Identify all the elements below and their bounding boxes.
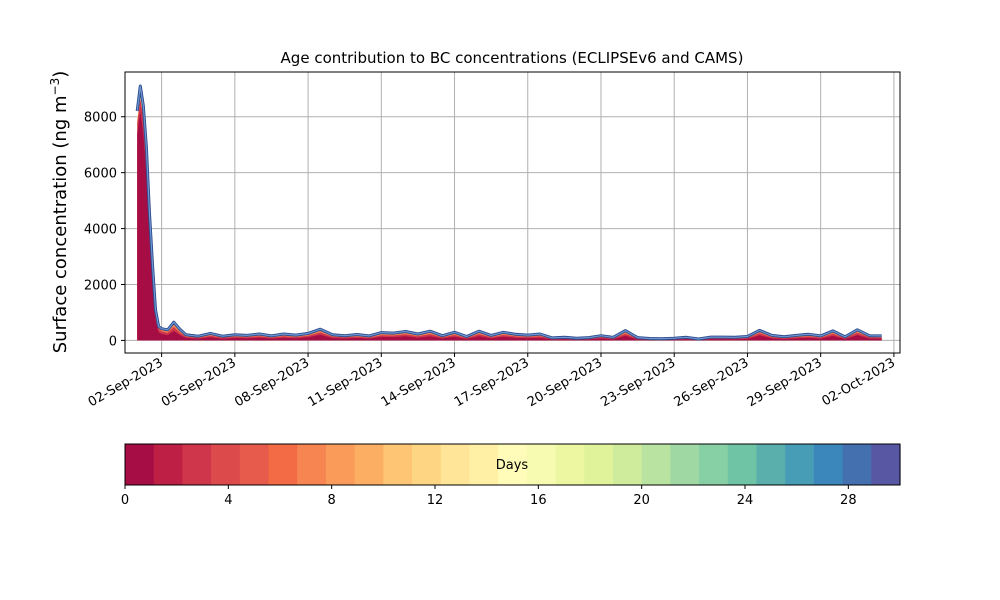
colorbar-swatch <box>871 444 901 485</box>
x-tick-label: 26-Sep-2023 <box>672 355 752 410</box>
area-age-8-plus-days <box>137 93 882 341</box>
colorbar-swatch <box>383 444 413 485</box>
colorbar-swatch <box>440 444 471 485</box>
colorbar-swatch <box>526 444 557 485</box>
colorbar-swatch <box>842 444 872 485</box>
chart-title: Age contribution to BC concentrations (E… <box>281 49 744 67</box>
colorbar-swatch <box>498 444 528 485</box>
x-tick-label: 17-Sep-2023 <box>452 355 532 410</box>
x-tick-label: 02-Sep-2023 <box>86 355 166 410</box>
gridlines <box>125 72 900 353</box>
colorbar-swatch <box>469 444 499 485</box>
colorbar-swatch <box>211 444 241 485</box>
colorbar-tick-label: 24 <box>737 493 754 508</box>
colorbar-tick-label: 0 <box>121 493 129 508</box>
x-tick-label: 20-Sep-2023 <box>525 355 605 410</box>
colorbar-ticks: 0 4 8 12 16 20 24 28 <box>121 485 857 508</box>
colorbar-swatch <box>699 444 729 485</box>
x-axis-ticks: 02-Sep-202305-Sep-202308-Sep-202311-Sep-… <box>86 353 898 410</box>
y-axis-label-text: Surface concentration (ng m <box>50 95 71 353</box>
colorbar-tick-label: 4 <box>224 493 232 508</box>
colorbar-swatch <box>584 444 614 485</box>
colorbar-swatch <box>785 444 815 485</box>
area-age-3-to-8-days <box>137 111 882 341</box>
y-axis-label: Surface concentration (ng m−3) <box>48 71 71 354</box>
colorbar-swatch <box>125 444 155 485</box>
colorbar-swatch <box>727 444 758 485</box>
y-tick-label: 0 <box>109 334 117 349</box>
colorbar-swatch <box>641 444 671 485</box>
colorbar-tick-label: 12 <box>427 493 444 508</box>
colorbar-tick-label: 8 <box>328 493 336 508</box>
colorbar-swatch <box>354 444 384 485</box>
x-tick-label: 05-Sep-2023 <box>159 355 239 410</box>
y-axis-label-close: ) <box>50 71 71 78</box>
colorbar-swatch <box>756 444 786 485</box>
colorbar-swatch <box>297 444 327 485</box>
y-tick-label: 4000 <box>84 223 117 238</box>
colorbar-swatch <box>182 444 212 485</box>
plot-frame <box>124 71 901 354</box>
x-tick-label: 23-Sep-2023 <box>598 355 678 410</box>
total-line <box>135 84 882 341</box>
colorbar-tick-label: 28 <box>840 493 857 508</box>
colorbar-frame <box>124 443 901 486</box>
colorbar-swatch <box>555 444 585 485</box>
colorbar-swatch <box>813 444 844 485</box>
colorbar-tick-label: 20 <box>633 493 650 508</box>
colorbar <box>125 444 901 485</box>
colorbar-tick-label: 16 <box>530 493 547 508</box>
colorbar-swatch <box>612 444 643 485</box>
colorbar-swatch <box>412 444 442 485</box>
x-tick-label: 08-Sep-2023 <box>232 355 312 410</box>
colorbar-swatch <box>153 444 183 485</box>
total-line-inner <box>136 85 882 340</box>
colorbar-label: Days <box>496 458 529 473</box>
colorbar-swatch <box>325 444 356 485</box>
x-tick-label: 29-Sep-2023 <box>745 355 825 410</box>
total-line-outline <box>135 84 882 341</box>
y-axis-ticks: 0 2000 4000 6000 8000 <box>84 111 125 349</box>
age-areas <box>137 93 882 341</box>
x-tick-label: 02-Oct-2023 <box>820 355 898 409</box>
y-tick-label: 6000 <box>84 167 117 182</box>
y-tick-label: 8000 <box>84 111 117 126</box>
area-age-0-to-1-day <box>137 111 882 341</box>
colorbar-swatch <box>239 444 270 485</box>
colorbar-swatch <box>268 444 298 485</box>
y-tick-label: 2000 <box>84 278 117 293</box>
y-axis-label-superscript: −3 <box>48 78 62 96</box>
x-tick-label: 14-Sep-2023 <box>379 355 459 410</box>
colorbar-swatch <box>670 444 700 485</box>
x-tick-label: 11-Sep-2023 <box>305 355 385 410</box>
area-age-1-to-3-days <box>137 98 882 341</box>
